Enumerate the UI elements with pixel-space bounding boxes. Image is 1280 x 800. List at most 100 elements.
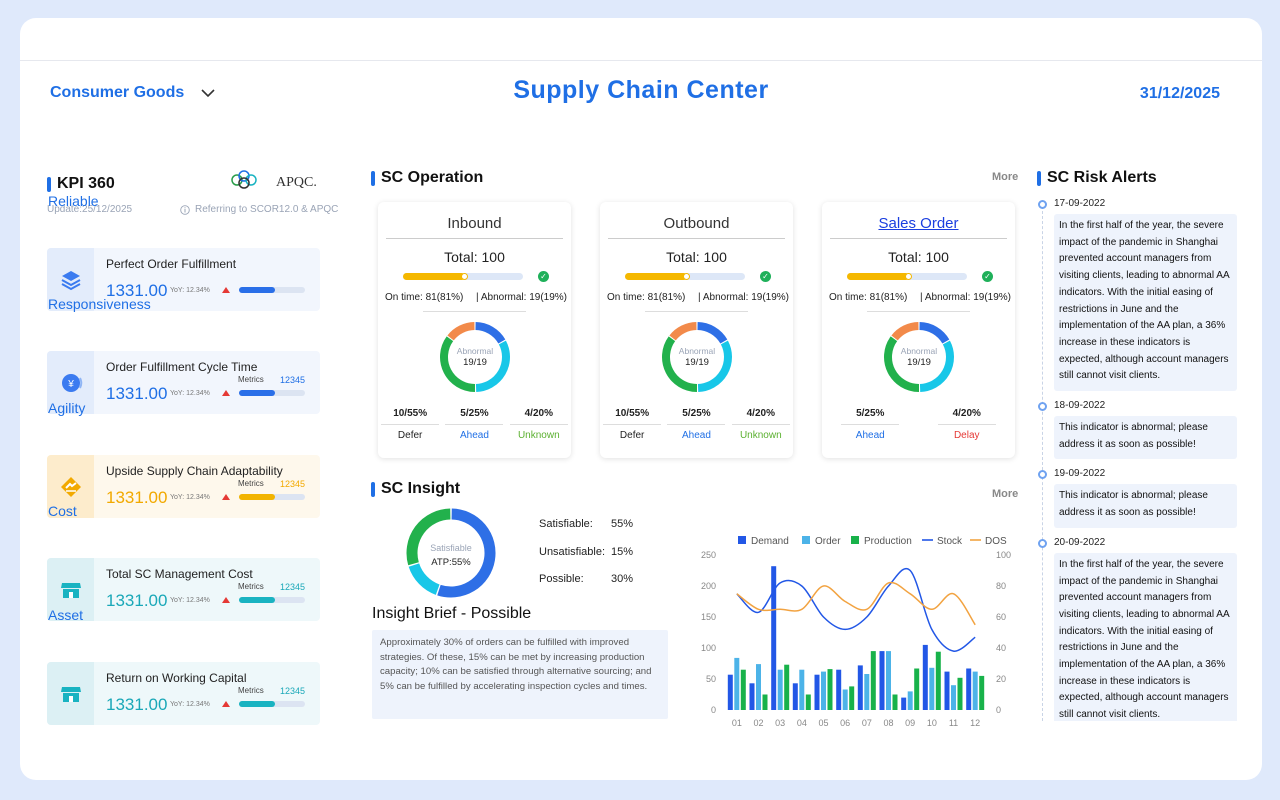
op-donut: Abnormal 19/19	[662, 322, 732, 392]
donut-segment	[884, 336, 920, 392]
operation-more-link[interactable]: More	[992, 171, 1019, 183]
op-progress-fill	[625, 273, 691, 280]
check-icon: ✓	[538, 271, 549, 282]
x-tick: 11	[949, 718, 958, 728]
op-card-sales-order[interactable]: Sales Order Total: 100 ✓ On time: 81(81%…	[822, 202, 1015, 458]
kpi-metrics-label: Metrics	[238, 375, 264, 384]
legend-label: DOS	[985, 536, 1007, 547]
divider	[867, 311, 970, 312]
bar-production	[870, 651, 876, 710]
kpi-value: 1331.00	[106, 384, 168, 403]
op-total: Total: 100	[666, 249, 727, 265]
risk-date: 20-09-2022	[1054, 536, 1106, 548]
op-breakdown-pct: 10/55%	[603, 408, 662, 425]
op-breakdown[interactable]: 4/20% Unknown	[509, 408, 568, 441]
kpi-metrics-label: Metrics	[238, 686, 264, 695]
bar-order	[842, 689, 848, 710]
bar-order	[951, 685, 956, 710]
insight-stat-row: Satisfiable: 55%	[539, 518, 633, 530]
op-breakdown[interactable]: 4/20% Unknown	[731, 408, 790, 441]
kpi-metrics-label: Metrics	[238, 582, 264, 591]
op-breakdown[interactable]: 10/55% Defer	[603, 408, 662, 441]
op-breakdown[interactable]: 5/25% Ahead	[667, 408, 726, 441]
donut-segment	[475, 322, 506, 344]
kpi-metrics-value: 12345	[280, 375, 306, 385]
header-date: 31/12/2025	[1139, 85, 1220, 102]
dashboard-frame: Consumer Goods Supply Chain Center 31/12…	[20, 18, 1262, 780]
kpi-progress	[239, 597, 305, 603]
check-icon: ✓	[982, 271, 993, 282]
op-card-inbound[interactable]: Inbound Total: 100 ✓ On time: 81(81%) | …	[378, 202, 571, 458]
op-breakdown[interactable]: 10/55% Defer	[381, 408, 440, 441]
insight-stat-label: Possible:	[539, 573, 584, 585]
donut-segment	[919, 322, 950, 344]
insight-donut-value: ATP:55%	[431, 557, 471, 568]
op-breakdown-pct: 4/20%	[509, 408, 568, 425]
category-label: Consumer Goods	[50, 84, 185, 101]
op-abnormal: | Abnormal: 19(19%)	[698, 292, 789, 303]
y-tick-left: 50	[706, 674, 716, 684]
op-card-title[interactable]: Sales Order	[830, 215, 1007, 239]
adaptability-icon	[47, 455, 94, 518]
bar-order	[864, 674, 870, 710]
x-tick: 04	[797, 718, 807, 728]
op-breakdown-pct: 4/20%	[731, 408, 790, 425]
y-tick-right: 60	[996, 612, 1006, 622]
risk-title: SC Risk Alerts	[1037, 169, 1157, 187]
insight-donut-label: Satisfiable	[430, 543, 472, 553]
op-breakdown-row: 5/25% Ahead 4/20% Delay	[822, 408, 1015, 441]
kpi-card[interactable]: ¥ Order Fulfillment Cycle Time 1331.00 Y…	[47, 351, 320, 414]
x-tick: 06	[840, 718, 850, 728]
risk-date: 19-09-2022	[1054, 468, 1106, 480]
x-tick: 02	[753, 718, 763, 728]
risk-alert-item[interactable]: 20-09-2022 In the first half of the year…	[1037, 535, 1237, 721]
op-card-outbound[interactable]: Outbound Total: 100 ✓ On time: 81(81%) |…	[600, 202, 793, 458]
y-tick-right: 100	[996, 550, 1011, 560]
bar-demand	[966, 668, 972, 710]
op-on-time: On time: 81(81%)	[385, 292, 464, 303]
risk-timeline[interactable]: 17-09-2022 In the first half of the year…	[1037, 196, 1237, 721]
risk-alert-item[interactable]: 19-09-2022 This indicator is abnormal; p…	[1037, 466, 1237, 528]
kpi-reference-text: Referring to SCOR12.0 & APQC	[195, 204, 339, 215]
trend-up-icon	[222, 494, 230, 500]
x-tick: 09	[905, 718, 915, 728]
bar-order	[777, 669, 783, 710]
op-total: Total: 100	[444, 249, 505, 265]
kpi-card[interactable]: Return on Working Capital 1331.00 YoY: 1…	[47, 662, 320, 725]
info-icon	[180, 204, 190, 215]
op-breakdown[interactable]: 5/25% Ahead	[841, 408, 900, 441]
timeline-line	[1042, 206, 1043, 721]
op-breakdown-label: Defer	[397, 430, 423, 441]
op-donut-value: 19/19	[907, 357, 931, 368]
layers-icon	[47, 248, 94, 311]
kpi-category-label: Agility	[48, 400, 86, 416]
legend-label: Production	[864, 536, 912, 547]
kpi-name: Order Fulfillment Cycle Time	[106, 360, 258, 374]
timeline-dot	[1038, 402, 1047, 412]
y-tick-right: 0	[996, 705, 1001, 715]
insight-more-link[interactable]: More	[992, 488, 1019, 500]
kpi-yoy: YoY: 12.34%	[170, 390, 210, 397]
kpi-yoy: YoY: 12.34%	[170, 287, 210, 294]
op-breakdown[interactable]: 5/25% Ahead	[445, 408, 504, 441]
kpi-card[interactable]: Total SC Management Cost 1331.00 YoY: 12…	[47, 558, 320, 621]
timeline-dot	[1038, 470, 1047, 480]
check-icon: ✓	[760, 271, 771, 282]
kpi-card[interactable]: Perfect Order Fulfillment 1331.00 YoY: 1…	[47, 248, 320, 311]
category-selector[interactable]: Consumer Goods	[50, 84, 216, 102]
kpi-card[interactable]: Upside Supply Chain Adaptability 1331.00…	[47, 455, 320, 518]
risk-alert-item[interactable]: 18-09-2022 This indicator is abnormal; p…	[1037, 398, 1237, 460]
yen-coin-icon: ¥	[47, 351, 94, 414]
risk-alert-item[interactable]: 17-09-2022 In the first half of the year…	[1037, 196, 1237, 392]
op-breakdown-label: Defer	[619, 430, 645, 441]
op-on-time: On time: 81(81%)	[829, 292, 908, 303]
op-breakdown[interactable]: 4/20% Delay	[937, 408, 996, 441]
kpi-progress-fill	[239, 597, 276, 603]
op-breakdown-pct: 4/20%	[937, 408, 996, 425]
bar-demand	[792, 683, 798, 710]
x-tick: 03	[775, 718, 785, 728]
op-breakdown-row: 10/55% Defer 5/25% Ahead 4/20% Unknown	[378, 408, 571, 441]
op-breakdown-pct: 5/25%	[841, 408, 900, 425]
y-tick-left: 200	[701, 581, 716, 591]
donut-segment	[697, 340, 732, 392]
